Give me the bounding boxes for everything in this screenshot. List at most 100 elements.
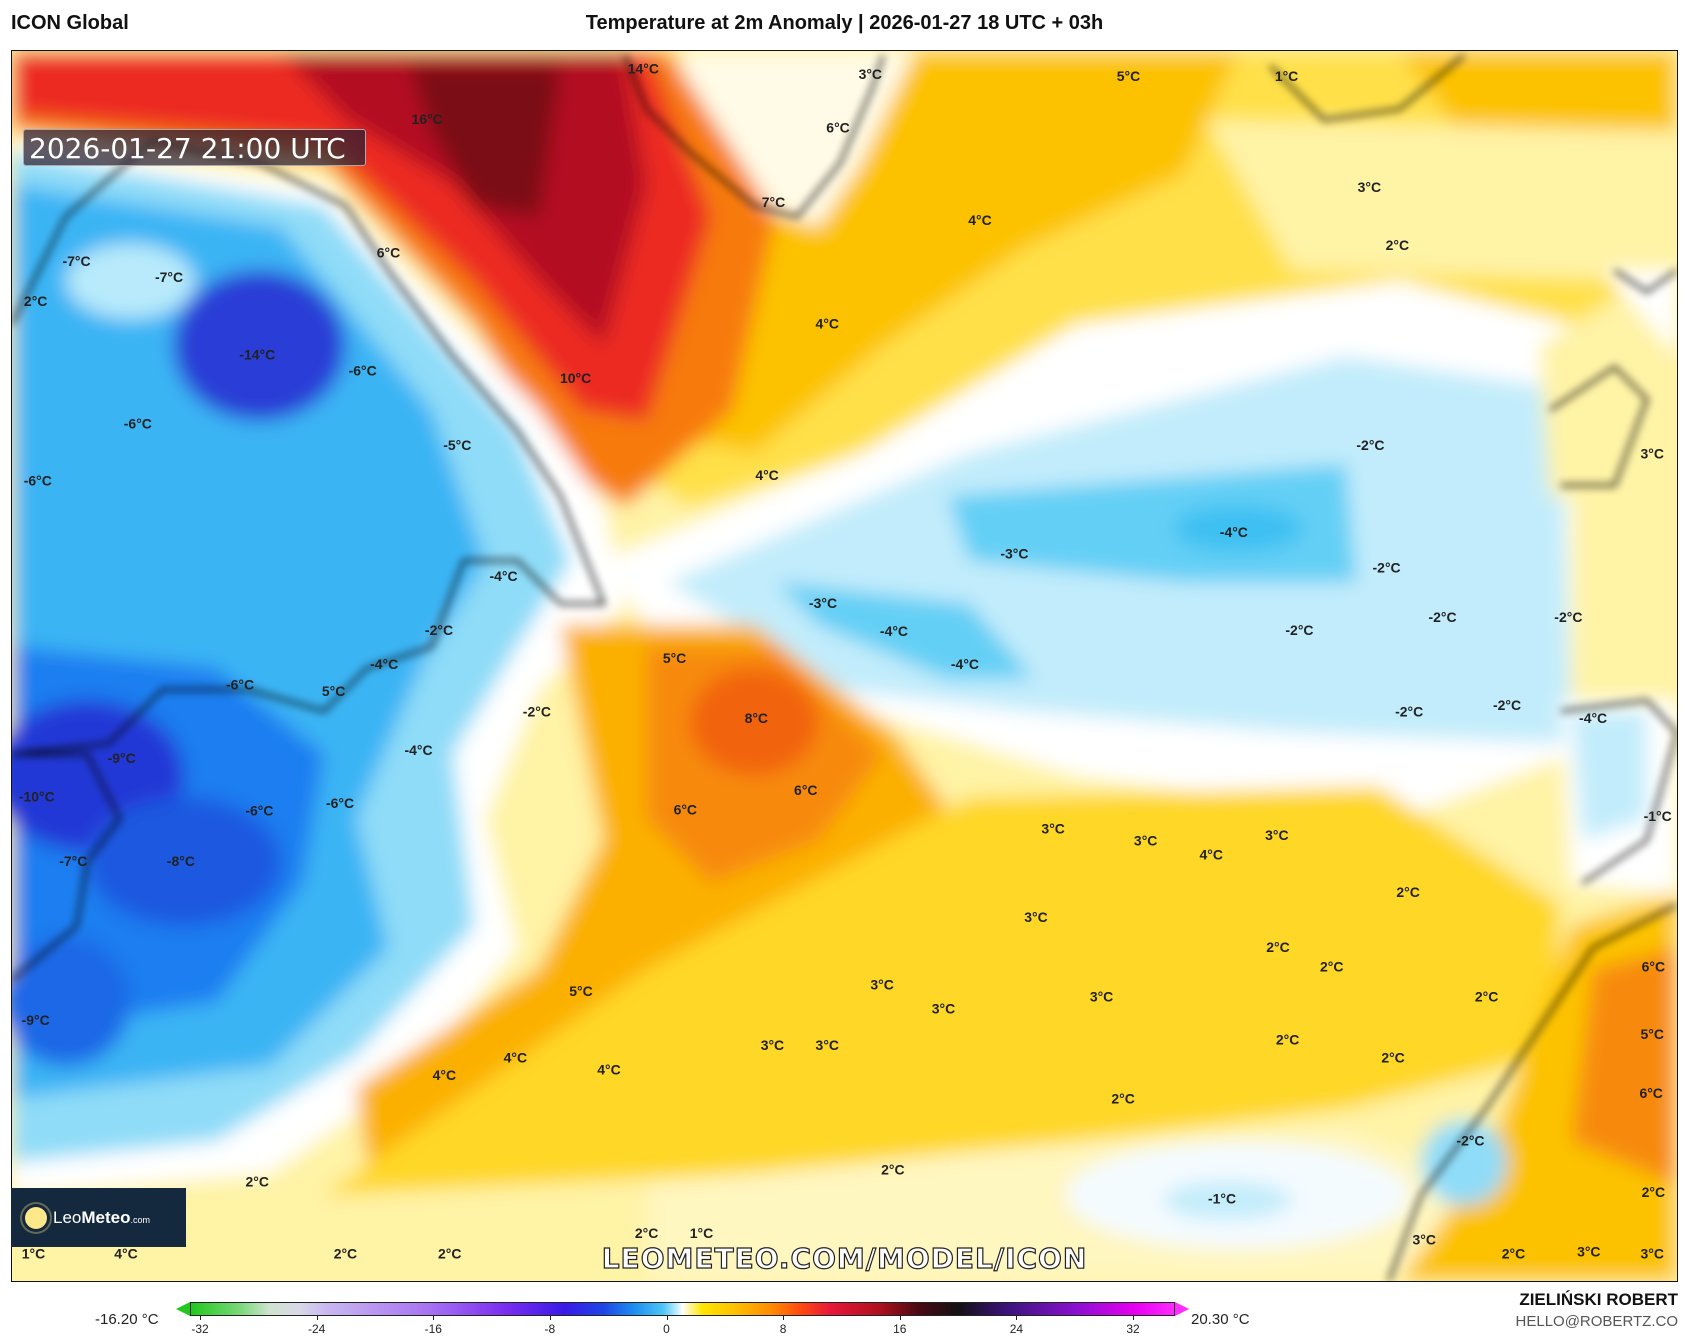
temperature-label: 3°C [932, 1000, 955, 1016]
temperature-label: -10°C [19, 788, 55, 804]
temperature-label: 3°C [1413, 1231, 1436, 1247]
colorbar-tick-label: 0 [663, 1322, 670, 1336]
colorbar-tick-mark [200, 1316, 201, 1320]
temperature-label: -3°C [809, 595, 837, 611]
temperature-label: 3°C [1265, 827, 1288, 843]
temperature-label: 6°C [826, 120, 849, 136]
temperature-label: -2°C [523, 704, 551, 720]
temperature-label: 2°C [635, 1225, 658, 1241]
temperature-label: -7°C [62, 253, 90, 269]
valid-time-stamp: 2026-01-27 21:00 UTC [23, 129, 366, 166]
colorbar-tick-label: 16 [893, 1322, 907, 1336]
temperature-label: 6°C [377, 244, 400, 260]
temperature-field [12, 51, 1677, 1281]
colorbar-tick-mark [316, 1316, 318, 1320]
temperature-label: 6°C [1642, 958, 1665, 974]
logo-name-bold: Meteo [81, 1207, 131, 1227]
colorbar-tick-label: -8 [544, 1322, 556, 1336]
temperature-label: 4°C [755, 467, 778, 483]
temperature-label: 2°C [246, 1173, 269, 1189]
temperature-label: -14°C [239, 347, 275, 363]
temperature-label: 4°C [504, 1050, 527, 1066]
temperature-label: 4°C [114, 1245, 137, 1261]
temperature-label: -2°C [1493, 697, 1521, 713]
temperature-label: 8°C [745, 710, 768, 726]
temperature-label: -6°C [24, 472, 52, 488]
temperature-label: -6°C [245, 802, 273, 818]
temperature-labels: 16°C 14°C 3°C 6°C 7°C 5°C 1°C 3°C 2°C 4°C 4°C 10°C 4… [19, 61, 1672, 1262]
colorbar-max-label: 20.30 °C [1191, 1311, 1250, 1328]
temperature-label: 5°C [322, 683, 345, 699]
temperature-label: -1°C [1644, 808, 1672, 824]
temperature-label: -5°C [443, 437, 471, 453]
temperature-label: 4°C [433, 1067, 456, 1083]
temperature-label: 16°C [412, 111, 443, 127]
temperature-label: 1°C [690, 1225, 713, 1241]
temperature-label: 4°C [816, 315, 839, 331]
temperature-label: 6°C [674, 801, 697, 817]
temperature-label: 3°C [761, 1037, 784, 1053]
temperature-label: 2°C [438, 1245, 461, 1261]
temperature-label: 3°C [1024, 909, 1047, 925]
temperature-label: 2°C [1266, 939, 1289, 955]
colorbar-tick-mark [899, 1316, 901, 1320]
colorbar-tick-label: -16 [424, 1322, 442, 1336]
temperature-label: -3°C [1000, 545, 1028, 561]
temperature-label: -9°C [22, 1012, 50, 1028]
colorbar-tick-label: 24 [1009, 1322, 1024, 1336]
temperature-label: 2°C [1396, 884, 1419, 900]
temperature-label: 1°C [1275, 68, 1298, 84]
temperature-label: 3°C [1134, 833, 1157, 849]
temperature-label: -7°C [59, 853, 87, 869]
temperature-label: 14°C [628, 61, 659, 77]
colorbar-tick-label: -32 [191, 1322, 209, 1336]
leometeo-logo[interactable]: LeoMeteo.com [11, 1188, 186, 1247]
temperature-label: -4°C [1579, 710, 1607, 726]
temperature-label: 2°C [1475, 988, 1498, 1004]
temperature-label: 2°C [1320, 958, 1343, 974]
temperature-label: 3°C [1090, 988, 1113, 1004]
author-email[interactable]: HELLO@ROBERTZ.CO [1515, 1313, 1678, 1330]
temperature-label: -6°C [349, 363, 377, 379]
temperature-label: 3°C [1577, 1243, 1600, 1259]
colorbar-tick-mark [666, 1316, 668, 1320]
temperature-label: -1°C [1208, 1191, 1236, 1207]
temperature-label: 2°C [1502, 1245, 1525, 1261]
temperature-label: 2°C [1111, 1091, 1134, 1107]
temperature-label: -4°C [880, 623, 908, 639]
temperature-label: 5°C [1641, 1026, 1664, 1042]
temperature-label: 4°C [968, 212, 991, 228]
temperature-label: 2°C [24, 293, 47, 309]
temperature-label: 5°C [569, 983, 592, 999]
temperature-label: -4°C [489, 568, 517, 584]
temperature-label: -2°C [1456, 1133, 1484, 1149]
temperature-label: -2°C [1428, 609, 1456, 625]
logo-suffix: .com [130, 1214, 151, 1225]
temperature-label: 2°C [334, 1245, 357, 1261]
temperature-label: -7°C [155, 269, 183, 285]
temperature-label: 4°C [597, 1062, 620, 1078]
temperature-label: -2°C [1356, 437, 1384, 453]
temperature-label: -8°C [167, 853, 195, 869]
colorbar-tick-mark [1133, 1316, 1134, 1320]
temperature-label: 2°C [1381, 1050, 1404, 1066]
temperature-label: -4°C [1220, 524, 1248, 540]
sun-icon [25, 1206, 47, 1229]
temperature-label: 4°C [1200, 847, 1223, 863]
colorbar-tick-mark [1016, 1316, 1018, 1320]
colorbar-tick-mark [783, 1316, 785, 1320]
temperature-label: 3°C [1641, 1245, 1664, 1261]
temperature-label: 2°C [1276, 1031, 1299, 1047]
temperature-label: 3°C [1358, 179, 1381, 195]
temperature-label: 6°C [794, 782, 817, 798]
temperature-label: 10°C [560, 370, 591, 386]
logo-name-light: Leo [53, 1207, 82, 1227]
temperature-label: -2°C [1554, 609, 1582, 625]
temperature-label: 3°C [1641, 445, 1664, 461]
temperature-label: -6°C [226, 677, 254, 693]
temperature-label: -4°C [951, 656, 979, 672]
temperature-label: -4°C [370, 656, 398, 672]
temperature-label: 3°C [816, 1037, 839, 1053]
colorbar-tick-mark [549, 1316, 551, 1320]
temperature-anomaly-map: 16°C 14°C 3°C 6°C 7°C 5°C 1°C 3°C 2°C 4°C 4°C 10°C 4… [11, 50, 1678, 1282]
